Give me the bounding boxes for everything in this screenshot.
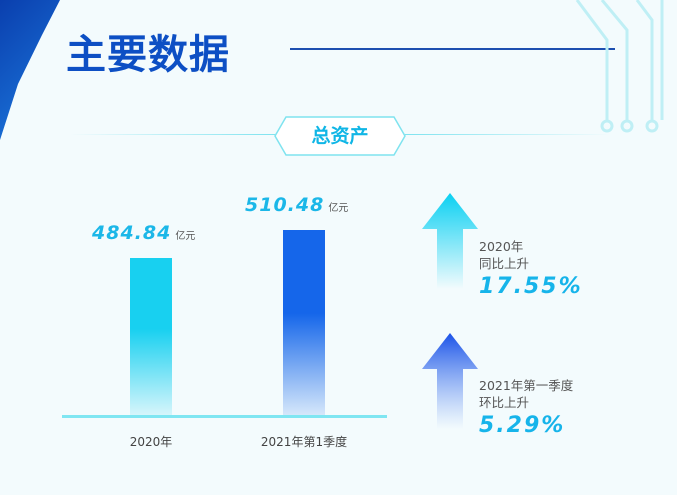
up-arrow-icon [422,193,478,289]
chart-baseline [62,415,387,418]
stat-yoy-period: 2020年 [479,239,524,254]
value-2020: 484.84 [92,221,172,244]
category-label-2021q1: 2021年第1季度 [260,435,348,449]
circuit-decoration-icon [575,0,664,133]
stat-qoq-label: 2021年第一季度 环比上升 [479,377,573,411]
section-line-left [70,134,275,135]
stat-yoy-desc: 同比上升 [479,256,530,271]
category-label-2020: 2020年 [129,435,173,449]
value-label-2020: 484.84 亿元 [92,222,195,244]
value-label-2021q1: 510.48 亿元 [245,194,348,216]
page-title: 主要数据 [66,32,230,78]
stat-yoy-value: 17.55% [479,274,583,299]
value-2021q1: 510.48 [245,194,325,217]
section-line-right [405,134,610,135]
bar-2020 [130,257,172,415]
bar-2021q1 [283,230,325,415]
stat-yoy-label: 2020年同比上升 [479,238,529,272]
stat-qoq-period: 2021年第一季度 [479,378,574,393]
title-divider [290,48,615,50]
up-arrow-icon [422,333,478,429]
unit-label: 亿元 [328,203,349,215]
bar-chart: 484.84 亿元 510.48 亿元 2020年 2021年第1季度 [62,180,392,450]
stat-qoq-desc: 环比上升 [479,395,530,410]
unit-label: 亿元 [175,230,196,242]
section-title: 总资产 [311,125,369,147]
corner-decoration [0,0,60,140]
section-badge-frame [274,116,406,156]
stat-qoq-value: 5.29% [479,413,566,438]
